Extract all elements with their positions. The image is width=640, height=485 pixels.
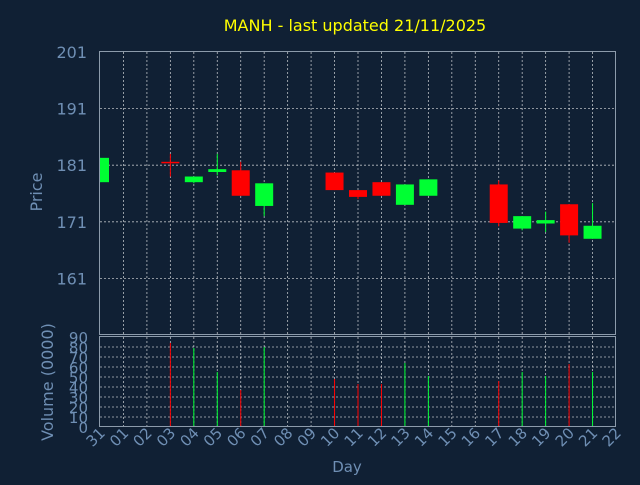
candle-body <box>184 176 203 183</box>
candle-body <box>395 184 414 205</box>
x-tick-label: 05 <box>200 424 226 450</box>
candle-10 <box>325 172 344 191</box>
candle-03 <box>161 153 180 177</box>
price-tick-label: 161 <box>56 269 87 288</box>
candle-05 <box>208 153 227 176</box>
volume-tick-label: 80 <box>69 339 88 357</box>
volume-bars <box>169 343 594 427</box>
volume-axis-label: Volume (0000) <box>38 323 57 441</box>
candle-body <box>349 190 367 197</box>
candle-body <box>325 172 344 191</box>
volume-tick-label: 30 <box>69 389 88 407</box>
candle-body <box>100 157 109 183</box>
x-axis-label: Day <box>332 458 362 476</box>
candle-body <box>372 182 391 196</box>
x-tick-label: 02 <box>130 424 156 450</box>
price-tick-label: 191 <box>56 100 87 119</box>
x-tick-label: 06 <box>223 424 249 450</box>
volume-tick-label: 50 <box>69 369 88 387</box>
x-tick-label: 22 <box>599 424 625 450</box>
x-tick-labels: 3101020304050607080910111213141516171819… <box>83 424 625 450</box>
x-tick-label: 18 <box>505 424 531 450</box>
candle-body <box>255 183 274 206</box>
candle-04 <box>184 176 203 184</box>
candle-13 <box>395 184 414 205</box>
price-tick-labels: 161 171 181 191 201 <box>56 43 87 288</box>
candle-body <box>560 204 579 236</box>
chart-title: MANH - last updated 21/11/2025 <box>224 16 486 35</box>
volume-tick-label: 40 <box>69 379 88 397</box>
x-tick-label: 07 <box>247 424 273 450</box>
volume-tick-label: 60 <box>69 359 88 377</box>
candle-body <box>419 179 438 196</box>
candle-body <box>536 220 555 224</box>
candle-17 <box>489 180 508 227</box>
candle-31 <box>99 157 109 183</box>
x-tick-label: 14 <box>411 424 437 450</box>
candle-body <box>513 216 532 229</box>
candle-14 <box>419 179 438 196</box>
price-tick-label: 171 <box>56 213 87 232</box>
x-tick-label: 01 <box>106 424 132 450</box>
volume-tick-label: 10 <box>69 409 88 427</box>
x-tick-label: 16 <box>458 424 484 450</box>
candle-21 <box>583 203 602 239</box>
x-tick-label: 10 <box>317 424 343 450</box>
x-tick-label: 08 <box>270 424 296 450</box>
x-tick-label: 13 <box>388 424 414 450</box>
x-tick-label: 19 <box>528 424 554 450</box>
volume-tick-label: 70 <box>69 349 88 367</box>
candle-body <box>208 169 227 172</box>
x-tick-label: 04 <box>176 424 202 450</box>
price-tick-label: 181 <box>56 156 87 175</box>
candle-20 <box>560 204 579 243</box>
x-tick-label: 11 <box>341 424 367 450</box>
candle-12 <box>372 182 391 196</box>
candles <box>99 153 602 243</box>
x-tick-label: 17 <box>481 424 507 450</box>
x-tick-label: 15 <box>434 424 460 450</box>
candle-18 <box>513 216 532 231</box>
candle-19 <box>536 211 555 232</box>
volume-tick-label: 20 <box>69 399 88 417</box>
x-tick-label: 03 <box>153 424 179 450</box>
x-tick-label: 20 <box>552 424 578 450</box>
candle-11 <box>349 190 367 200</box>
x-tick-label: 12 <box>364 424 390 450</box>
candle-06 <box>231 161 250 196</box>
price-panel-frame <box>99 51 616 335</box>
x-tick-label: 09 <box>294 424 320 450</box>
candle-body <box>489 184 508 223</box>
candle-body <box>231 170 250 196</box>
price-tick-label: 201 <box>56 43 87 62</box>
volume-tick-label: 90 <box>69 329 88 347</box>
x-tick-label: 21 <box>575 424 601 450</box>
candle-body <box>161 161 180 164</box>
candle-body <box>583 225 602 239</box>
volume-tick-label: 0 <box>78 419 88 437</box>
candle-07 <box>255 183 274 217</box>
price-axis-label: Price <box>27 172 46 211</box>
volume-panel-frame <box>99 336 616 427</box>
